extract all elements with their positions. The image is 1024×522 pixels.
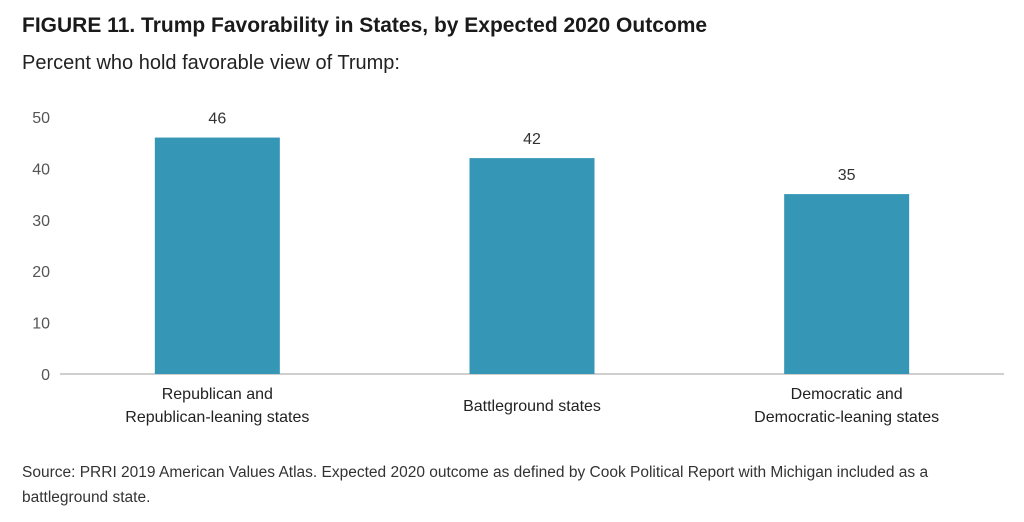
- x-category-label: Republican and Republican-leaning states: [125, 386, 309, 426]
- y-tick-label: 30: [32, 213, 50, 230]
- source-note: Source: PRRI 2019 American Values Atlas.…: [22, 464, 929, 506]
- bar-value-label: 35: [838, 167, 856, 184]
- bar-value-label: 46: [208, 111, 226, 128]
- y-tick-label: 40: [32, 161, 50, 178]
- y-tick-label: 50: [32, 110, 50, 127]
- x-category-label: Democratic and Democratic-leaning states: [754, 386, 939, 426]
- bar: [469, 158, 595, 374]
- y-tick-label: 10: [32, 316, 50, 333]
- y-tick-label: 20: [32, 264, 50, 281]
- bar: [154, 137, 280, 374]
- x-category-label: Battleground states: [463, 398, 601, 415]
- bar: [784, 194, 910, 374]
- y-tick-label: 0: [41, 367, 50, 384]
- bar-value-label: 42: [523, 131, 541, 148]
- bar-chart: 0 10 20 30 40 50 46 Republican and Republican-le…: [32, 110, 1004, 426]
- chart-title: FIGURE 11. Trump Favorability in States,…: [22, 14, 708, 37]
- chart-subtitle: Percent who hold favorable view of Trump…: [22, 52, 400, 74]
